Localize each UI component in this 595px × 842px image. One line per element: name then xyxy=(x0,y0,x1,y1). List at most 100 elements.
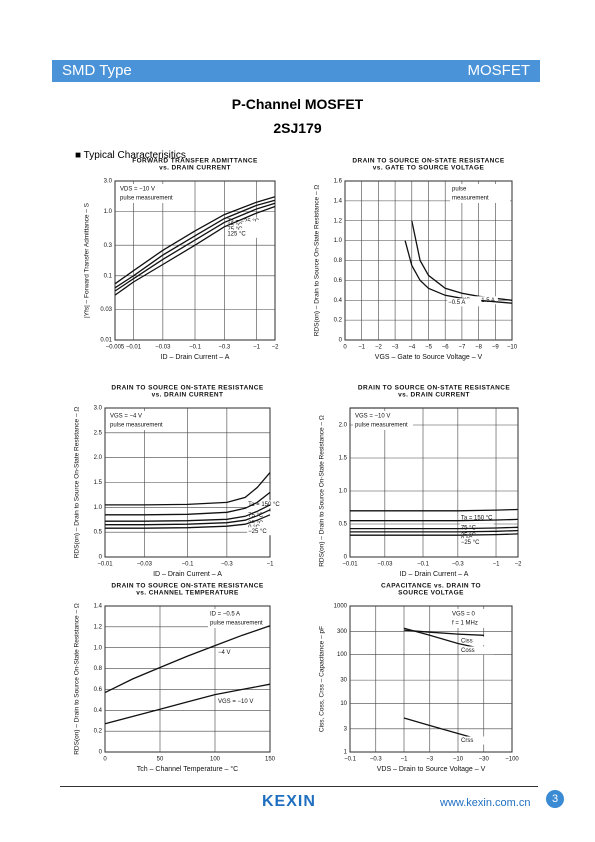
series-label-bg xyxy=(217,648,251,657)
series-line xyxy=(105,472,271,506)
chart-title: vs. DRAIN CURRENT xyxy=(398,392,470,399)
y-axis-label: RDS(on) – Drain to Source On-State Resis… xyxy=(314,185,321,337)
annotation: pulse measurement xyxy=(210,621,263,627)
chart-title: SOURCE VOLTAGE xyxy=(398,590,464,597)
y-tick-label: 1.2 xyxy=(334,218,343,224)
annotation: VGS = −4 V xyxy=(110,414,142,420)
chart-title: DRAIN TO SOURCE ON-STATE RESISTANCE xyxy=(358,385,510,392)
x-axis-label: ID – Drain Current – A xyxy=(161,354,230,361)
series-label-bg xyxy=(226,229,261,238)
annotation-box xyxy=(353,411,413,430)
y-tick-label: 0.3 xyxy=(104,243,113,249)
y-axis-label: RDS(on) – Drain to Source On-State Resis… xyxy=(74,603,81,755)
y-tick-label: 0.1 xyxy=(104,273,113,279)
chart-title: DRAIN TO SOURCE ON-STATE RESISTANCE xyxy=(111,385,263,392)
part-number: 2SJ179 xyxy=(273,120,322,136)
series-line xyxy=(350,526,519,530)
y-axis-label: RDS(on) – Drain to Source On-State Resis… xyxy=(74,407,81,559)
x-axis-label: VGS – Gate to Source Voltage – V xyxy=(375,354,483,361)
y-tick-label: 100 xyxy=(337,652,348,658)
y-axis-label: RDS(on) – Drain to Source On-State Resis… xyxy=(319,415,326,567)
series-line xyxy=(105,491,271,516)
x-tick-label: 150 xyxy=(265,757,276,763)
series-label: Ta = 150 °C xyxy=(461,515,493,521)
y-tick-label: 1.5 xyxy=(94,480,103,486)
x-tick-label: −3 xyxy=(392,345,400,351)
footer-logo: KEXIN xyxy=(262,793,316,810)
y-tick-label: 300 xyxy=(337,629,348,635)
y-tick-label: 3.0 xyxy=(104,179,113,185)
chart-title: vs. GATE TO SOURCE VOLTAGE xyxy=(373,165,485,172)
x-tick-label: −0.1 xyxy=(417,562,430,568)
y-tick-label: 1 xyxy=(344,750,348,756)
series-label-bg xyxy=(460,736,494,745)
series-line xyxy=(105,514,271,529)
x-tick-label: −1 xyxy=(493,562,501,568)
y-tick-label: 1.4 xyxy=(94,604,103,610)
x-tick-label: −4 xyxy=(408,345,416,351)
x-tick-label: −0.03 xyxy=(377,562,393,568)
series-line xyxy=(403,627,484,650)
y-tick-label: 2.0 xyxy=(339,423,348,429)
doc-title: P-Channel MOSFET xyxy=(231,96,364,112)
x-tick-label: 0 xyxy=(343,345,347,351)
y-tick-label: 1.5 xyxy=(339,456,348,462)
annotation: pulse xyxy=(452,187,467,193)
series-label: −4 V xyxy=(218,650,231,656)
annotation: measurement xyxy=(452,196,489,202)
y-tick-label: 0.4 xyxy=(334,298,343,304)
y-tick-label: 1.0 xyxy=(104,209,113,215)
series-label-bg xyxy=(247,511,282,520)
x-tick-label: −0.1 xyxy=(189,345,202,351)
series-label-bg xyxy=(247,500,282,509)
x-axis-label: ID – Drain Current – A xyxy=(400,571,469,578)
y-tick-label: 1000 xyxy=(334,604,348,610)
x-tick-label: 50 xyxy=(157,757,164,763)
x-tick-label: −7 xyxy=(458,345,466,351)
annotation: pulse measurement xyxy=(110,423,163,429)
x-tick-label: −0.01 xyxy=(342,562,358,568)
x-tick-label: −100 xyxy=(505,757,519,763)
series-label: −25 °C xyxy=(248,529,267,535)
series-label-bg xyxy=(460,646,494,655)
y-axis-label: Ciss, Coss, Crss – Capacitance – pF xyxy=(319,626,326,732)
y-tick-label: 0 xyxy=(344,555,348,561)
page-number: 3 xyxy=(546,790,564,808)
y-tick-label: 0.4 xyxy=(94,708,103,714)
series-line xyxy=(350,533,519,536)
y-tick-label: 0.8 xyxy=(334,258,343,264)
series-label: −0.5 A xyxy=(448,300,465,306)
y-tick-label: 0.8 xyxy=(94,666,103,672)
series-line xyxy=(350,529,519,533)
series-line xyxy=(404,240,513,304)
y-tick-label: 10 xyxy=(340,701,347,707)
series-label: Coss xyxy=(461,648,475,654)
y-tick-label: 0.2 xyxy=(94,729,103,735)
series-label-bg xyxy=(459,513,494,522)
footer-rule xyxy=(60,786,538,787)
series-line xyxy=(114,202,276,292)
x-tick-label: −10 xyxy=(453,757,464,763)
annotation-box xyxy=(208,609,268,628)
x-tick-label: −1 xyxy=(401,757,409,763)
annotation: pulse measurement xyxy=(120,196,173,202)
annotation-box xyxy=(450,609,510,628)
x-tick-label: −1 xyxy=(253,345,261,351)
x-tick-label: 0 xyxy=(103,757,107,763)
series-label-bg xyxy=(217,697,251,706)
y-tick-label: 0.01 xyxy=(100,338,112,344)
y-tick-label: 1.0 xyxy=(334,238,343,244)
annotation: VDS = −10 V xyxy=(120,187,155,193)
y-tick-label: 1.4 xyxy=(334,198,343,204)
y-tick-label: 0.5 xyxy=(339,522,348,528)
annotation: ID = −0.5 A xyxy=(210,612,240,618)
x-tick-label: −2 xyxy=(515,562,523,568)
x-tick-label: −1 xyxy=(358,345,366,351)
annotation: f = 1 MHz xyxy=(452,621,478,627)
chart-title: vs. DRAIN CURRENT xyxy=(159,165,231,172)
series-label-bg xyxy=(247,527,282,536)
x-axis-label: VDS – Drain to Source Voltage – V xyxy=(377,766,486,773)
footer-url: www.kexin.com.cn xyxy=(440,797,531,809)
series-label: Ta = 150 °C xyxy=(248,502,280,508)
y-tick-label: 0.5 xyxy=(94,530,103,536)
